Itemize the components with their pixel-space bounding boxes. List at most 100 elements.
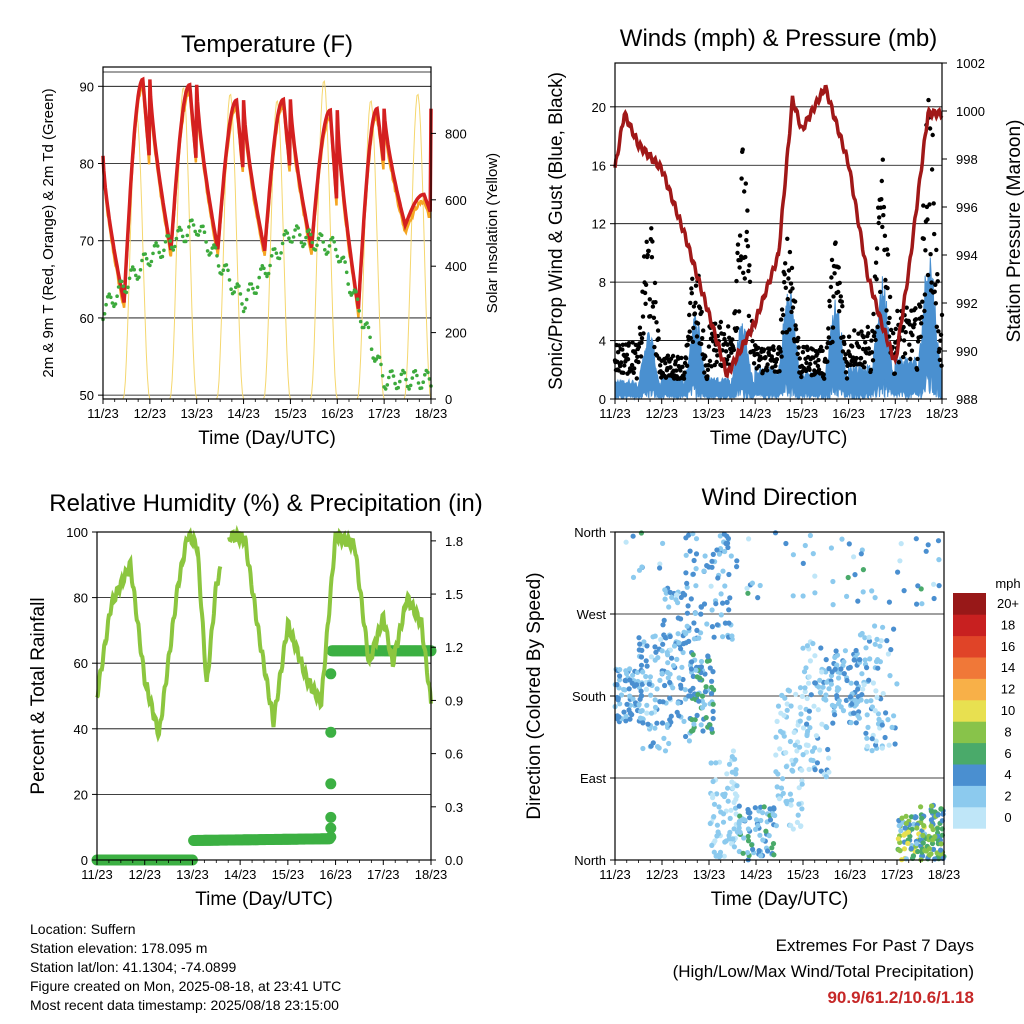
legend-label: 18 [1001, 617, 1015, 632]
direction-point [686, 738, 693, 744]
gust-point [761, 347, 767, 352]
dewpoint-point [234, 285, 238, 290]
dewpoint-point [427, 377, 432, 381]
direction-point [722, 620, 729, 626]
dewpoint-point [209, 251, 213, 255]
direction-point [887, 673, 893, 679]
gust-point [785, 296, 790, 302]
direction-point [828, 681, 835, 687]
pressure-line [613, 84, 944, 379]
direction-point [701, 568, 707, 574]
direction-point [930, 846, 937, 853]
gust-point [706, 344, 712, 349]
gust-point [865, 324, 870, 330]
precip-point [325, 778, 337, 790]
legend-label: 8 [1004, 724, 1011, 739]
direction-point [800, 593, 806, 599]
gust-point [731, 347, 737, 353]
direction-point [870, 680, 877, 686]
x-tick-label: 17/23 [367, 867, 400, 882]
gust-point [833, 240, 838, 245]
direction-point [615, 697, 621, 703]
dewpoint-point [262, 266, 266, 271]
direction-point [710, 701, 716, 707]
temperature-2m-line [101, 76, 433, 309]
y-right-tick-label: 998 [956, 152, 978, 167]
direction-point [872, 623, 878, 629]
direction-point [666, 604, 672, 610]
direction-point [648, 743, 654, 749]
gust-point [879, 197, 884, 202]
direction-point [729, 779, 735, 785]
direction-point [691, 721, 697, 727]
direction-point [652, 644, 658, 650]
gust-point [906, 318, 911, 324]
dewpoint-point [391, 374, 396, 378]
gust-point [837, 309, 842, 314]
direction-point [707, 722, 713, 728]
gust-point [885, 285, 890, 291]
direction-point [709, 607, 715, 613]
gust-point [859, 329, 864, 334]
dewpoint-point [105, 295, 110, 299]
gust-point [900, 354, 906, 360]
direction-point [803, 665, 809, 671]
gust-point [858, 355, 864, 361]
gust-point [689, 291, 694, 296]
direction-point [698, 604, 705, 610]
y-right-tick-label: 0 [445, 392, 452, 407]
legend-label: 0 [1004, 810, 1011, 825]
gust-point [619, 360, 624, 365]
dewpoint-point [379, 362, 383, 367]
direction-point [903, 820, 909, 827]
direction-point [777, 746, 783, 752]
direction-point [889, 724, 895, 731]
direction-point [786, 688, 793, 694]
dewpoint-point [140, 258, 144, 263]
dewpoint-point [173, 244, 177, 249]
direction-point [874, 694, 880, 701]
direction-point [688, 666, 695, 672]
direction-point [618, 692, 625, 698]
direction-point [895, 836, 902, 842]
direction-point [800, 725, 807, 731]
dewpoint-point [155, 244, 160, 248]
direction-point [817, 677, 823, 683]
dewpoint-point [274, 251, 279, 255]
direction-point [799, 693, 805, 700]
direction-point [699, 705, 706, 711]
direction-point [721, 531, 727, 537]
gust-point [694, 334, 700, 339]
direction-point [855, 598, 861, 604]
direction-point [833, 648, 839, 654]
legend-label: 14 [1001, 660, 1015, 675]
gust-point [933, 282, 938, 287]
direction-point [720, 819, 727, 825]
gust-point [707, 358, 713, 364]
direction-point [617, 673, 623, 679]
gust-point [828, 284, 834, 290]
direction-point [717, 533, 723, 539]
direction-point [774, 784, 780, 790]
direction-point [860, 567, 867, 573]
direction-point [698, 611, 704, 617]
gust-point [779, 354, 784, 359]
direction-point [671, 643, 678, 649]
direction-point [641, 639, 647, 645]
direction-point [888, 647, 894, 653]
gust-point [771, 344, 776, 349]
dewpoint-point [166, 234, 171, 238]
dewpoint-point [179, 228, 183, 232]
direction-point [912, 815, 918, 821]
gust-point [737, 233, 743, 238]
dewpoint-point [129, 268, 133, 272]
direction-point [639, 681, 645, 687]
direction-point [693, 667, 699, 673]
direction-point [690, 571, 696, 577]
gust-point [756, 364, 761, 369]
direction-point [662, 748, 669, 754]
dewpoint-point [423, 373, 427, 377]
direction-point [895, 569, 901, 575]
direction-point [780, 730, 786, 736]
dewpoint-point [198, 229, 202, 233]
